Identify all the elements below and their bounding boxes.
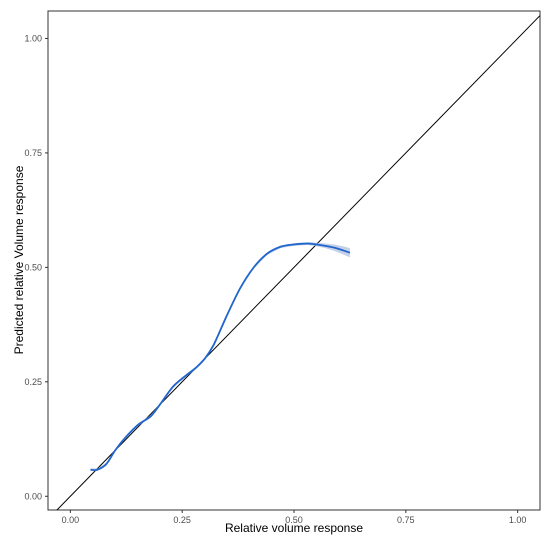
x-tick-label: 0.50 [285,515,303,525]
y-tick-label: 0.50 [24,262,42,272]
identity-reference-line [56,15,541,511]
x-axis-title: Relative volume response [225,521,363,535]
y-tick-label: 0.75 [24,148,42,158]
x-tick-label: 1.00 [509,515,527,525]
x-tick-label: 0.75 [397,515,415,525]
y-tick-label: 0.25 [24,377,42,387]
y-tick-label: 0.00 [24,491,42,501]
smooth-fit-line-0 [90,242,351,472]
x-tick-label: 0.00 [62,515,80,525]
x-axis-ticks: 0.00 0.25 0.50 0.75 1.00 [62,510,527,525]
plot-content [56,15,541,511]
y-axis-title: Predicted relative Volume response [12,165,26,354]
x-tick-label: 0.25 [173,515,191,525]
plot-panel [47,10,541,511]
y-axis-ticks: 0.00 0.25 0.50 0.75 1.00 [24,33,48,501]
y-tick-label: 1.00 [24,33,42,43]
